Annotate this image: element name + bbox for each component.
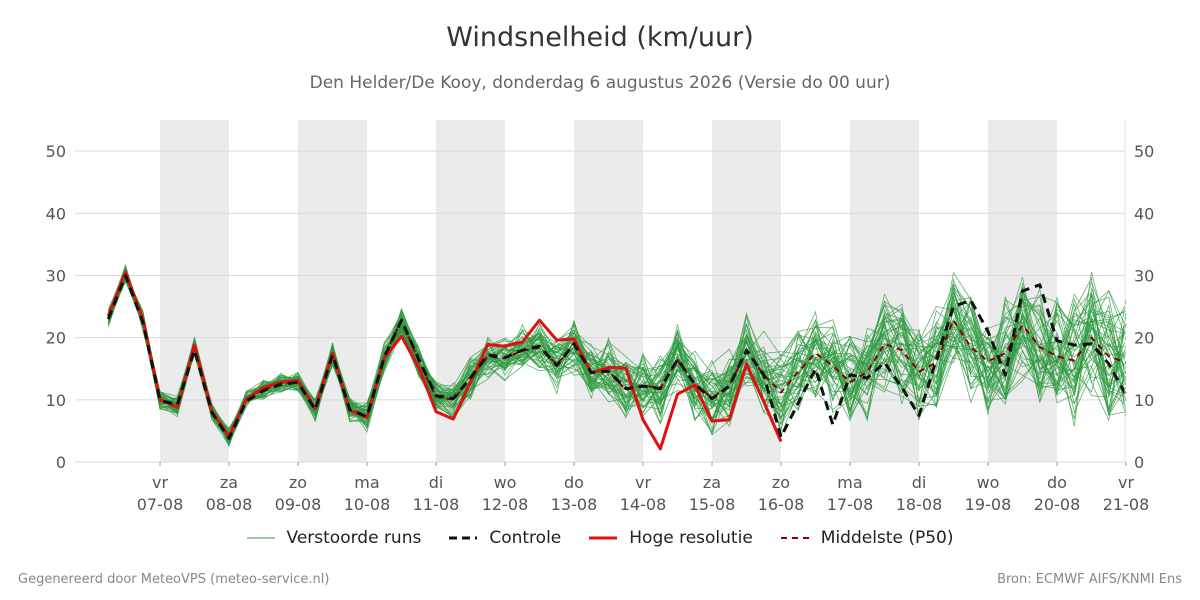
y-tick-label-left: 50 xyxy=(46,142,66,161)
controle-line xyxy=(106,274,1128,440)
x-tick-date: 13-08 xyxy=(551,495,598,514)
x-tick-day: ma xyxy=(837,473,862,492)
legend-swatch-ensemble xyxy=(246,537,275,539)
x-tick-day: wo xyxy=(977,473,1000,492)
y-tick-label-left: 10 xyxy=(46,391,66,410)
x-tick-day: vr xyxy=(152,473,168,492)
x-tick-date: 10-08 xyxy=(344,495,391,514)
x-tick-day: di xyxy=(912,473,927,492)
legend-label-ensemble: Verstoorde runs xyxy=(286,528,422,548)
main-series xyxy=(106,270,1128,451)
x-tick-date: 14-08 xyxy=(620,495,667,514)
ensemble-run-line xyxy=(107,278,1127,440)
y-tick-label-left: 30 xyxy=(46,266,66,285)
x-tick-day: za xyxy=(220,473,238,492)
ensemble-run-line xyxy=(107,270,1127,436)
footer-source: Bron: ECMWF AIFS/KNMI Ens xyxy=(997,572,1182,587)
chart-subtitle: Den Helder/De Kooy, donderdag 6 augustus… xyxy=(309,73,891,93)
y-tick-label-left: 40 xyxy=(46,204,66,223)
x-tick-day: vr xyxy=(1118,473,1134,492)
legend-item-hoge-resolutie[interactable]: Hoge resolutie xyxy=(589,528,753,548)
legend-label-controle: Controle xyxy=(489,528,562,548)
x-tick-date: 07-08 xyxy=(137,495,184,514)
y-tick-label-right: 50 xyxy=(1134,142,1154,161)
shaded-day xyxy=(850,120,919,462)
x-tick-date: 15-08 xyxy=(689,495,736,514)
x-tick-day: do xyxy=(1047,473,1067,492)
ensemble-run-line xyxy=(107,268,1127,435)
legend-swatch-controle xyxy=(449,536,478,540)
legend-item-ensemble[interactable]: Verstoorde runs xyxy=(246,528,422,548)
y-tick-label-right: 30 xyxy=(1134,266,1154,285)
x-tick-day: vr xyxy=(635,473,651,492)
x-tick-date: 19-08 xyxy=(965,495,1012,514)
chart-title: Windsnelheid (km/uur) xyxy=(446,22,754,53)
x-tick-day: do xyxy=(564,473,584,492)
x-tick-day: zo xyxy=(289,473,307,492)
shaded-day xyxy=(160,120,229,462)
x-tick-date: 20-08 xyxy=(1034,495,1081,514)
y-tick-label-left: 0 xyxy=(56,453,66,472)
legend-item-controle[interactable]: Controle xyxy=(449,528,561,548)
x-tick-date: 16-08 xyxy=(758,495,805,514)
shaded-day xyxy=(574,120,643,462)
y-tick-label-right: 40 xyxy=(1134,204,1154,223)
x-tick-date: 11-08 xyxy=(413,495,460,514)
ensemble-run-line xyxy=(107,276,1127,445)
x-tick-date: 18-08 xyxy=(896,495,943,514)
x-tick-date: 21-08 xyxy=(1103,495,1150,514)
x-tick-day: ma xyxy=(354,473,379,492)
y-tick-label-right: 10 xyxy=(1134,391,1154,410)
legend-swatch-p50 xyxy=(780,537,809,539)
legend: Verstoorde runs Controle Hoge resolutie … xyxy=(0,528,1200,548)
y-tick-label-right: 0 xyxy=(1134,453,1144,472)
x-tick-day: za xyxy=(703,473,721,492)
legend-label-hoge-resolutie: Hoge resolutie xyxy=(629,528,753,548)
x-tick-date: 08-08 xyxy=(206,495,253,514)
axes: 0 0 10 10 20 20 30 30 40 40 50 50 vr 07-08 za 08-08 zo 09… xyxy=(46,120,1154,514)
x-tick-date: 12-08 xyxy=(482,495,529,514)
x-tick-date: 09-08 xyxy=(275,495,322,514)
legend-label-p50: Middelste (P50) xyxy=(820,528,954,548)
legend-swatch-hoge-resolutie xyxy=(589,536,618,540)
x-tick-date: 17-08 xyxy=(827,495,874,514)
x-tick-day: wo xyxy=(494,473,517,492)
ensemble-run-line xyxy=(107,280,1127,430)
footer-generated-by: Gegenereerd door MeteoVPS (meteo-service… xyxy=(18,572,330,587)
x-tick-day: zo xyxy=(772,473,790,492)
x-tick-day: di xyxy=(429,473,444,492)
legend-item-p50[interactable]: Middelste (P50) xyxy=(780,528,954,548)
y-tick-label-left: 20 xyxy=(46,329,66,348)
y-tick-label-right: 20 xyxy=(1134,329,1154,348)
